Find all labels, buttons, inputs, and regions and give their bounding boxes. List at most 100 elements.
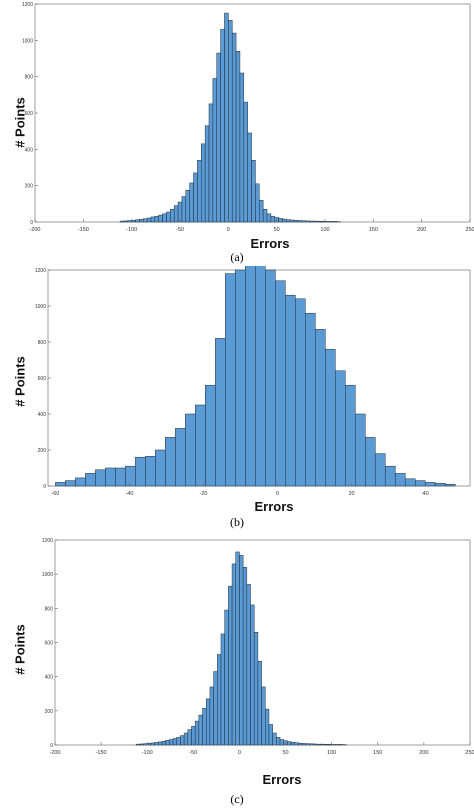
y-tick-label: 400 [25, 147, 34, 153]
histogram-bar [105, 467, 116, 487]
histogram-bar [247, 132, 252, 223]
histogram-bar [173, 205, 179, 223]
chart-panel-c: 0 200 400 600 800 1000 1200 -200 -150 -100 -50 0 50 1… [0, 530, 474, 808]
histogram-bar [225, 273, 236, 487]
histogram-bar [335, 370, 346, 487]
histogram-bar [146, 217, 152, 223]
histogram-bar [259, 199, 264, 223]
histogram-bar [55, 482, 66, 487]
histogram-bar [324, 221, 330, 223]
y-tick-label: 1200 [22, 2, 33, 8]
y-axis-label: # Points [12, 356, 28, 407]
x-tick-label: -150 [78, 227, 89, 233]
histogram-bar [294, 742, 299, 746]
histogram-bar [305, 312, 316, 487]
histogram-bar [145, 456, 156, 487]
histogram-bar [239, 72, 245, 223]
panel-caption: (a) [230, 250, 244, 264]
histogram-bar [301, 743, 307, 746]
x-tick-label: -60 [51, 491, 59, 497]
histogram-a: 0 200 400 600 800 1000 1200 -200 -150 -100 -50 0 50 1… [22, 2, 474, 233]
x-tick-label: 50 [282, 750, 288, 756]
histogram-bar [180, 735, 185, 746]
histogram-bar [250, 604, 255, 746]
y-tick-label: 600 [45, 641, 54, 647]
histogram-bar [183, 732, 189, 746]
y-tick-label: 800 [38, 340, 47, 346]
histogram-bar [287, 741, 292, 746]
histogram-bar [158, 214, 163, 223]
histogram-bar [305, 220, 310, 223]
histogram-bar [119, 220, 125, 223]
x-tick-label: -150 [96, 750, 107, 756]
histogram-bar [239, 555, 244, 746]
histogram-bar [220, 29, 225, 223]
histogram-bar [309, 220, 314, 223]
y-tick-label: 0 [43, 484, 46, 490]
x-tick-label: 0 [276, 491, 279, 497]
y-tick-label: 600 [38, 376, 47, 382]
histogram-bar [115, 467, 126, 487]
histogram-bar [246, 584, 251, 746]
y-tick-label: 1000 [35, 304, 46, 310]
histogram-bar [266, 213, 272, 223]
histogram-bar [279, 739, 284, 746]
histogram-bar [169, 739, 174, 746]
x-tick-label: 0 [227, 227, 230, 233]
histogram-bar [161, 740, 166, 746]
histogram-bar [131, 219, 136, 223]
histogram-bar [181, 196, 187, 223]
x-tick-label: 200 [417, 227, 426, 233]
x-tick-label: -100 [142, 750, 153, 756]
histogram-bar [212, 78, 217, 223]
histogram-bar [162, 213, 167, 223]
histogram-bar [261, 686, 266, 746]
histogram-bar [193, 172, 198, 223]
histogram-bar [220, 633, 225, 746]
histogram-bar [75, 477, 86, 487]
y-tick-label: 0 [30, 220, 33, 226]
histogram-bar [297, 220, 303, 223]
histogram-bar [185, 189, 190, 223]
y-tick-label: 1200 [35, 268, 46, 274]
histogram-bar [255, 266, 266, 487]
panel-caption: (b) [230, 515, 244, 529]
histogram-bar [327, 744, 332, 746]
y-tick-label: 1000 [42, 572, 53, 578]
histogram-bar [228, 585, 233, 746]
histogram-bar [243, 101, 248, 223]
histogram-bar [262, 209, 268, 223]
y-tick-label: 200 [45, 709, 54, 715]
panel-caption: (c) [230, 792, 244, 806]
histogram-bar [228, 20, 233, 223]
y-tick-label: 200 [38, 448, 47, 454]
histogram-bar [215, 338, 226, 487]
histogram-bar [295, 298, 306, 487]
histogram-bar [364, 437, 376, 487]
histogram-bar [216, 52, 221, 223]
x-tick-label: 40 [423, 491, 429, 497]
histogram-bar [301, 220, 306, 223]
histogram-bar [242, 567, 248, 746]
histogram-bar [290, 742, 296, 746]
histogram-bar [185, 413, 196, 487]
histogram-bar [154, 742, 159, 746]
x-tick-label: 0 [238, 750, 241, 756]
x-tick-label: 100 [320, 227, 329, 233]
x-tick-label: 100 [327, 750, 336, 756]
x-tick-label: -20 [199, 491, 207, 497]
histogram-bar [95, 469, 106, 487]
histogram-bar [204, 125, 210, 223]
y-tick-label: 800 [25, 75, 34, 81]
x-tick-label: 250 [465, 750, 474, 756]
histogram-bar [205, 698, 211, 746]
histogram-bar [320, 221, 326, 223]
histogram-bar [139, 743, 144, 746]
histogram-bar [231, 563, 237, 746]
histogram-bar [278, 218, 283, 223]
histogram-bar [165, 739, 170, 746]
histogram-bar [175, 428, 186, 487]
histogram-bar [424, 482, 436, 487]
histogram-bar [187, 729, 192, 746]
histogram-bar [176, 737, 181, 746]
